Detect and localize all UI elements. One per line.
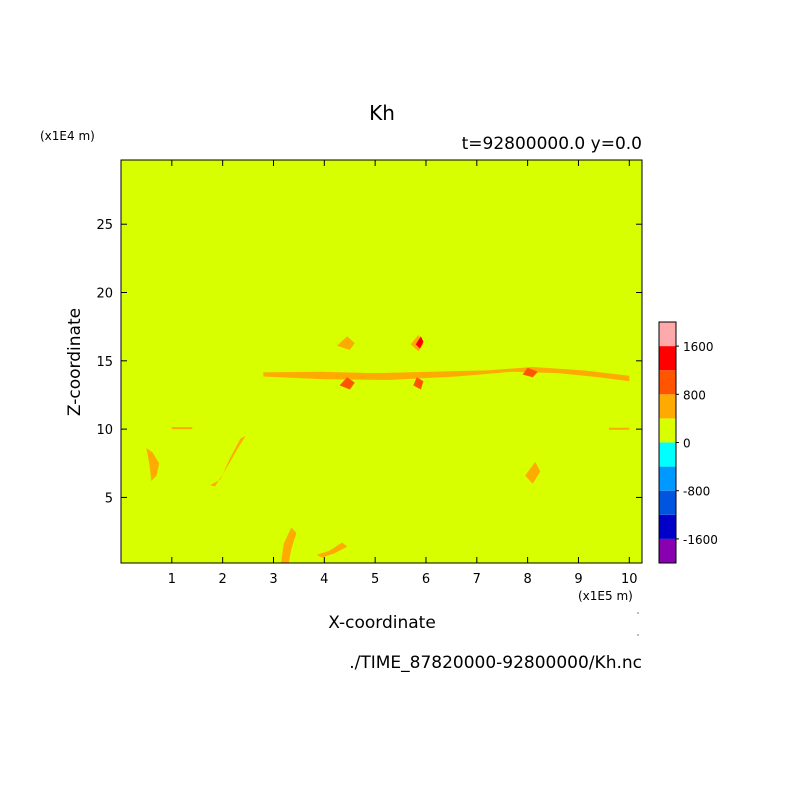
- x-tick-label: 5: [371, 572, 379, 587]
- y-tick-label: 10: [96, 423, 113, 438]
- colorbar-swatch: [659, 346, 676, 371]
- contour-feature-11: [415, 336, 424, 349]
- colorbar-swatch: [659, 490, 676, 515]
- x-unit-label: (x1E5 m): [578, 589, 633, 603]
- contour-feature-10: [522, 367, 538, 378]
- x-tick-label: 1: [168, 572, 176, 587]
- x-tick-label: 2: [219, 572, 227, 587]
- contour-features: [146, 334, 630, 563]
- colorbar-tick-label: -1600: [683, 533, 718, 547]
- contour-feature-12: [171, 427, 193, 430]
- x-tick-label: 9: [574, 572, 582, 587]
- y-tick-label: 15: [96, 355, 113, 370]
- colorbar-swatch: [659, 418, 676, 443]
- contour-feature-2: [525, 461, 541, 484]
- y-axis-ticks: 5 10 15 20 25: [96, 218, 642, 506]
- contour-feature-8: [339, 377, 355, 390]
- colorbar: -1600 -800 0 800 1600: [658, 321, 718, 564]
- x-tick-label: 10: [621, 572, 638, 587]
- colorbar-tick-label: 0: [683, 437, 691, 451]
- chart-subtitle: t=92800000.0 y=0.0: [462, 134, 642, 154]
- y-axis-label: Z-coordinate: [65, 308, 85, 416]
- contour-feature-1: [146, 448, 160, 481]
- marker-dot: ˙: [636, 612, 641, 623]
- colorbar-swatch: [659, 514, 676, 539]
- x-tick-label: 8: [523, 572, 531, 587]
- colorbar-swatch: [659, 466, 676, 491]
- colorbar-swatch: [659, 370, 676, 395]
- y-tick-label: 5: [105, 491, 113, 506]
- x-axis-ticks: 1 2 3 4 5 6 7 8 9 10: [168, 160, 638, 587]
- colorbar-tick-label: -800: [683, 485, 710, 499]
- x-tick-label: 3: [269, 572, 277, 587]
- colorbar-swatch: [659, 394, 676, 419]
- contour-feature-4: [316, 542, 348, 558]
- y-tick-label: 25: [96, 218, 113, 233]
- colorbar-swatch: [659, 442, 676, 467]
- colorbar-tick-label: 1600: [683, 340, 714, 354]
- chart-title: Kh: [369, 101, 395, 125]
- plot-frame: [120, 159, 643, 564]
- colorbar-swatch: [659, 538, 676, 563]
- contour-feature-9: [413, 377, 424, 390]
- contour-feature-13: [609, 427, 630, 430]
- x-tick-label: 7: [473, 572, 481, 587]
- contour-feature-5: [263, 367, 630, 382]
- contour-feature-3: [281, 527, 297, 563]
- x-axis-label: X-coordinate: [328, 613, 436, 633]
- marker-dot: ˙: [636, 634, 641, 645]
- plot-background: [121, 160, 642, 563]
- colorbar-tick-label: 800: [683, 388, 706, 402]
- contour-feature-0: [210, 436, 246, 487]
- colorbar-swatch: [659, 322, 676, 347]
- x-tick-label: 4: [320, 572, 328, 587]
- y-unit-label: (x1E4 m): [40, 129, 95, 143]
- contour-feature-6: [337, 336, 355, 350]
- source-file-label: ./TIME_87820000-92800000/Kh.nc: [349, 653, 642, 673]
- x-tick-label: 6: [422, 572, 430, 587]
- plot-area: [120, 159, 643, 564]
- y-tick-label: 20: [96, 287, 113, 302]
